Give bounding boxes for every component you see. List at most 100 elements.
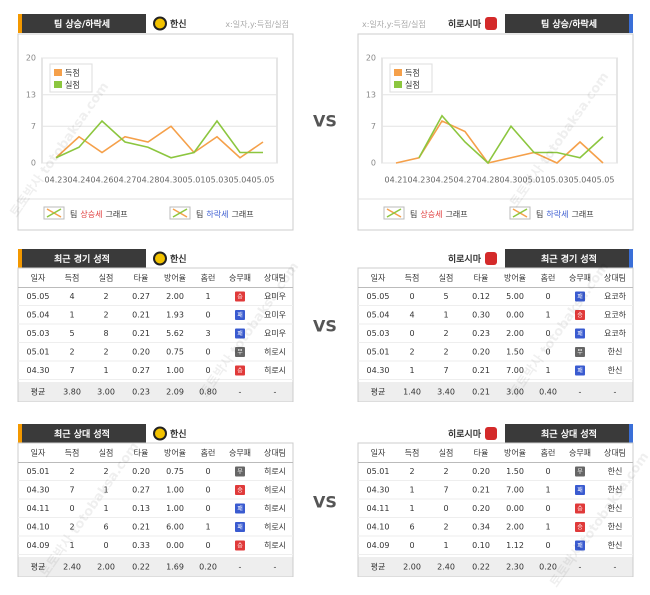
average-cell: 2.00 [403, 563, 421, 572]
result-icon [235, 522, 245, 532]
result-label: 패 [237, 311, 243, 319]
column-header: 승무패 [229, 448, 251, 458]
team-logo [485, 427, 497, 440]
table-cell: 6 [103, 523, 108, 532]
header-bar [505, 424, 633, 443]
result-icon [235, 540, 245, 551]
team-logo [153, 251, 167, 266]
x-tick-label: 05.03 [206, 176, 229, 185]
legend-suffix: 그래프 [231, 210, 253, 219]
table-cell: 1 [545, 523, 550, 532]
column-header: 방어율 [504, 273, 526, 283]
series-line [418, 114, 604, 165]
table-cell: 04.09 [27, 541, 50, 550]
x-tick-label: 05.01 [183, 176, 206, 185]
result-icon [235, 485, 245, 495]
team-logo [153, 16, 167, 31]
legend-entry: 팀 하락세 그래프 [196, 209, 254, 219]
result-label: 무 [577, 349, 583, 356]
x-tick-label: 05.03 [546, 176, 569, 185]
table-cell: 히로시 [264, 540, 286, 550]
table-cell: 2 [69, 467, 74, 476]
average-cell: 0.80 [199, 388, 217, 397]
table-cell: 6.00 [166, 523, 184, 532]
average-row [358, 382, 633, 402]
table-cell: 1.00 [166, 504, 184, 513]
result-icon [235, 310, 245, 320]
average-cell: 1.40 [403, 388, 421, 397]
average-cell: 1.69 [166, 563, 184, 572]
legend-label: 득점 [65, 68, 80, 78]
result-icon [575, 328, 585, 339]
result-label: 패 [237, 330, 243, 338]
legend-prefix: 팀 [70, 209, 77, 219]
table-cell: 5.00 [506, 292, 524, 301]
table-cell: 2 [443, 523, 448, 532]
table-cell: 2.00 [506, 329, 524, 338]
legend-suffix: 그래프 [571, 210, 593, 219]
average-cell: 2.40 [437, 563, 455, 572]
table-cell: 요미우 [264, 311, 286, 320]
header-bar [505, 249, 633, 268]
average-cell: 평균 [31, 387, 46, 397]
x-tick-label: 04.23 [408, 176, 431, 185]
result-icon [575, 310, 585, 320]
table-cell: 0.20 [472, 504, 490, 513]
table-cell: 0.75 [166, 467, 184, 476]
table-cell: 1 [205, 523, 210, 532]
series-line [55, 119, 263, 159]
table-cell: 1 [409, 504, 414, 513]
column-header: 상대팀 [264, 448, 286, 458]
table-cell: 0 [205, 541, 210, 550]
table-cell: 히로시 [264, 466, 286, 476]
table-cell: 1.00 [166, 366, 184, 375]
series-line [395, 119, 604, 164]
column-header: 타율 [134, 274, 149, 283]
table-cell: 7.00 [506, 366, 524, 375]
average-cell: - [614, 388, 617, 397]
table-cell: 04.11 [27, 504, 50, 513]
table-cell: 요코하 [604, 291, 627, 301]
legend-suffix: 그래프 [445, 210, 467, 219]
average-cell: 0.40 [539, 388, 557, 397]
table-cell: 0 [69, 504, 74, 513]
table-cell: 1.50 [506, 348, 524, 357]
result-label: 무 [237, 349, 243, 356]
axis-note: x:일자,y:득점/실점 [362, 19, 426, 29]
column-header: 일자 [31, 449, 46, 458]
table-cell: 0.20 [472, 467, 490, 476]
result-icon [235, 365, 245, 376]
column-header: 타율 [474, 449, 489, 458]
legend-highlight: 상승세 [420, 209, 442, 219]
table-cell: 2 [103, 467, 108, 476]
table-cell: 0.12 [472, 292, 490, 301]
column-header: 홈런 [201, 273, 216, 283]
average-cell: 0.23 [132, 388, 150, 397]
result-label: 패 [577, 293, 583, 301]
header-stripe [629, 14, 633, 33]
column-header: 홈런 [541, 273, 556, 283]
axis-note: x:일자,y:득점/실점 [225, 19, 289, 29]
result-label: 승 [577, 506, 583, 513]
column-header: 승무패 [569, 448, 591, 458]
result-icon [235, 328, 245, 339]
table-cell: 2 [103, 292, 108, 301]
legend-swatch [394, 81, 402, 88]
table-cell: 1 [103, 486, 108, 495]
column-header: 방어율 [164, 448, 186, 458]
table-cell: 0 [205, 467, 210, 476]
average-cell: 평균 [31, 562, 46, 572]
y-tick-label: 7 [371, 122, 376, 131]
table-cell: 0.23 [472, 329, 490, 338]
legend-label: 득점 [405, 68, 420, 78]
legend-swatch [54, 69, 62, 76]
average-cell: 0.22 [472, 563, 490, 572]
legend-highlight: 하락세 [546, 209, 568, 219]
x-tick-label: 05.05 [592, 176, 615, 185]
table-cell: 0 [205, 504, 210, 513]
legend-highlight: 하락세 [206, 209, 228, 219]
y-tick-label: 0 [31, 159, 36, 168]
average-cell: 평균 [371, 387, 386, 397]
table-cell: 2.00 [166, 292, 184, 301]
result-label: 패 [577, 330, 583, 338]
